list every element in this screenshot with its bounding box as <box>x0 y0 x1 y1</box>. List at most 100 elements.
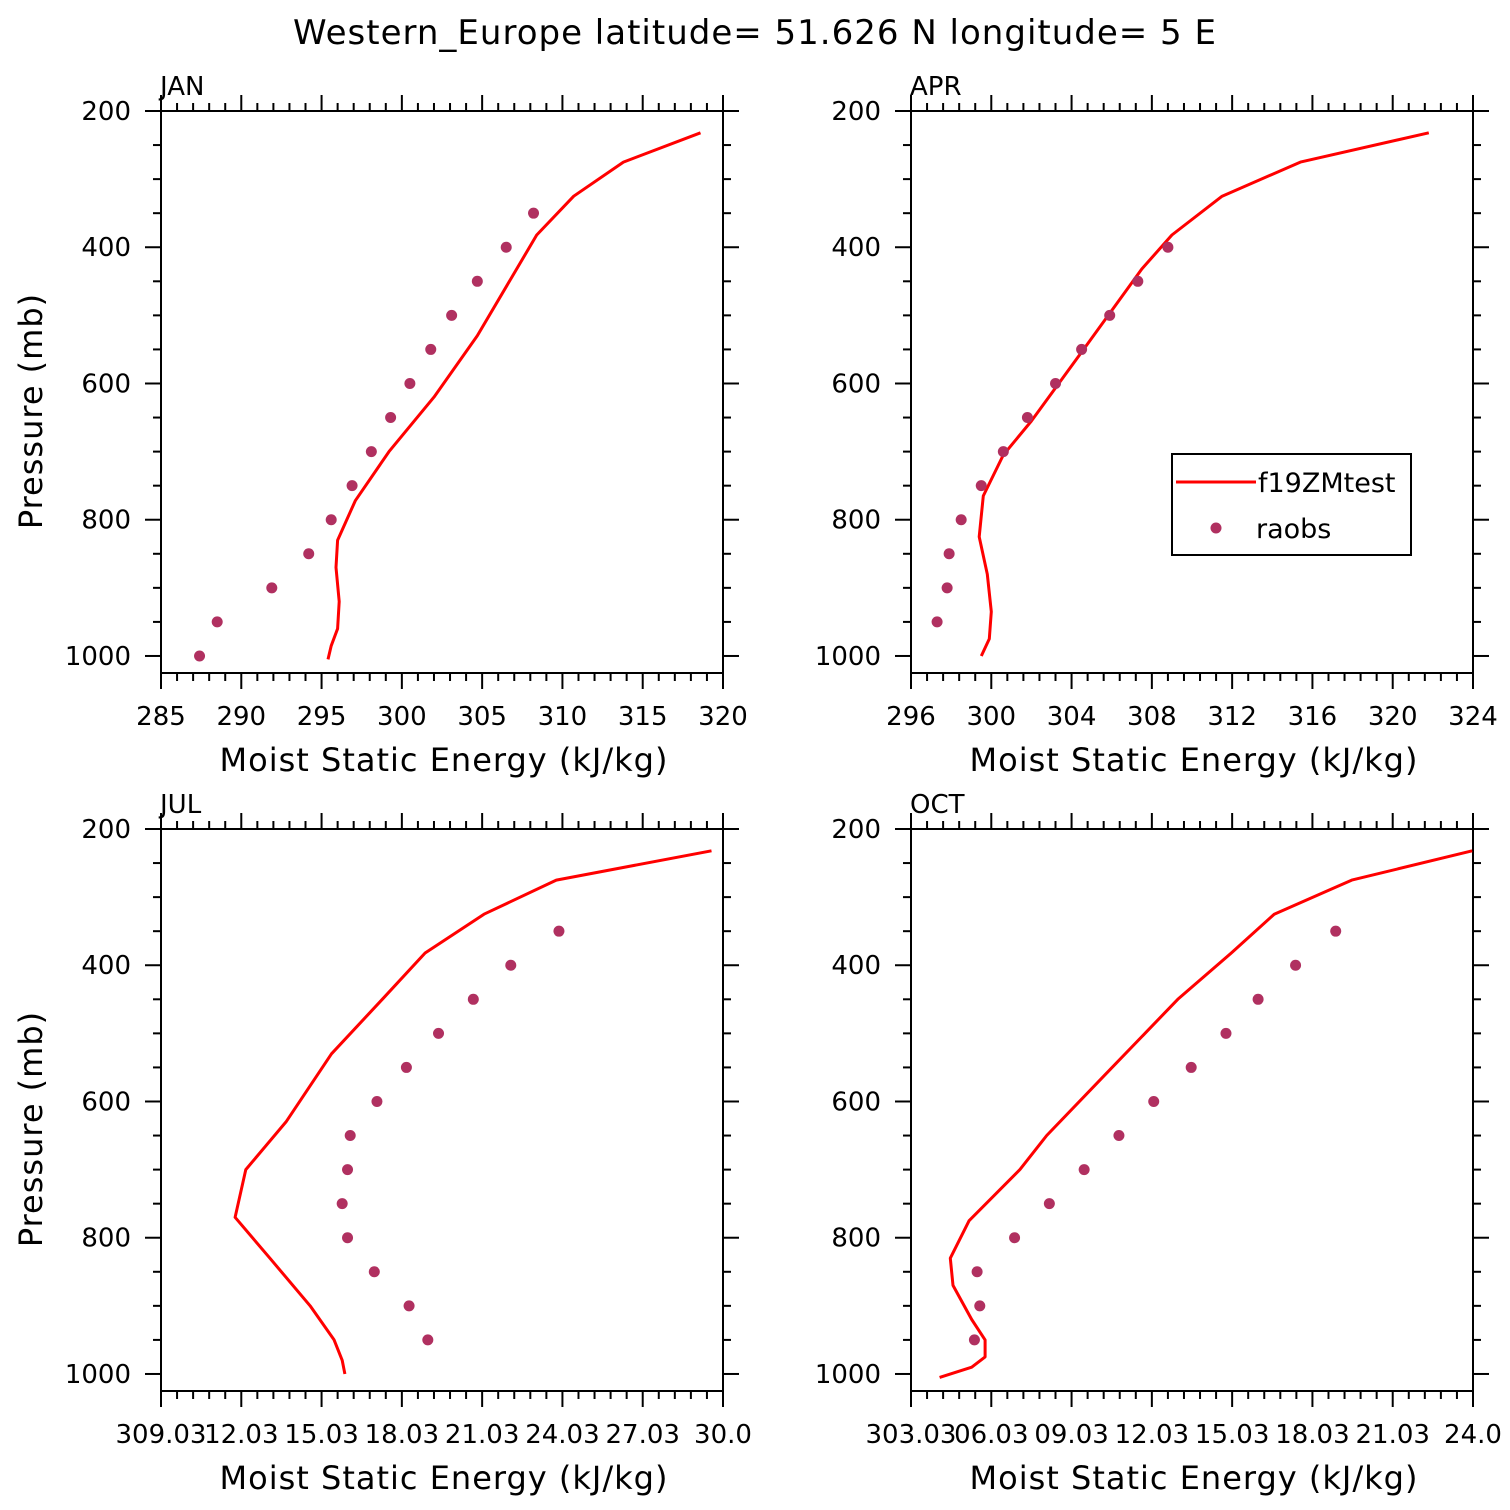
x-tick-label: 24.0 <box>1444 1420 1502 1450</box>
x-tick-label: 316 <box>1288 702 1338 732</box>
data-point-raobs <box>1220 1027 1232 1039</box>
y-tick-label: 400 <box>81 233 131 263</box>
y-tick-label: 200 <box>831 97 881 127</box>
x-tick-label: 06.03 <box>954 1420 1028 1450</box>
panel-title: APR <box>910 72 962 102</box>
data-point-raobs <box>1050 377 1062 389</box>
y-tick-label: 200 <box>81 97 131 127</box>
x-tick-label: 305 <box>457 702 507 732</box>
data-point-raobs <box>1043 1198 1055 1210</box>
y-tick-label: 600 <box>81 1087 131 1117</box>
data-point-raobs <box>968 1334 980 1346</box>
data-point-raobs <box>505 959 517 971</box>
data-point-raobs <box>1290 959 1302 971</box>
legend-label-model: f19ZMtest <box>1258 468 1396 499</box>
y-tick-label: 600 <box>831 1087 881 1117</box>
plot-frame <box>910 110 1474 674</box>
data-point-raobs <box>931 616 943 628</box>
x-tick-label: 324 <box>1448 702 1498 732</box>
panel-apr: APR 296 300 304 308 312 316 320 324 200 400 600 800 1… <box>815 72 1498 779</box>
y-tick-label: 800 <box>831 506 881 536</box>
data-point-raobs <box>528 207 540 219</box>
x-tick-label: 15.03 <box>1195 1420 1269 1450</box>
y-tick-label: 1000 <box>65 1360 131 1390</box>
data-point-raobs <box>371 1095 383 1107</box>
data-point-raobs <box>1104 309 1116 321</box>
y-tick-label: 600 <box>831 369 881 399</box>
plot-frame <box>160 828 724 1392</box>
x-axis-label: Moist Static Energy (kJ/kg) <box>220 1459 669 1497</box>
x-axis-label: Moist Static Energy (kJ/kg) <box>220 741 669 779</box>
data-point-raobs <box>1162 241 1174 253</box>
x-tick-label: 312 <box>1207 702 1257 732</box>
data-point-raobs <box>997 446 1009 458</box>
x-tick-label: 315 <box>618 702 668 732</box>
x-tick-label: 18.03 <box>1275 1420 1349 1450</box>
plot-frame <box>160 110 724 674</box>
data-point-raobs <box>266 582 278 594</box>
data-point-raobs <box>342 1232 354 1244</box>
x-tick-label: 320 <box>698 702 748 732</box>
data-point-raobs <box>1078 1164 1090 1176</box>
data-point-raobs <box>342 1164 354 1176</box>
panel-title: JAN <box>158 72 204 102</box>
y-tick-label: 200 <box>831 815 881 845</box>
x-tick-label: 21.03 <box>1355 1420 1429 1450</box>
figure-title: Western_Europe latitude= 51.626 N longit… <box>293 13 1217 53</box>
y-axis-label: Pressure (mb) <box>12 1011 50 1247</box>
data-point-raobs <box>1021 412 1033 424</box>
y-tick-label: 400 <box>831 233 881 263</box>
data-point-raobs <box>1185 1061 1197 1073</box>
y-tick-label: 600 <box>81 369 131 399</box>
series-line-f19zmtest <box>233 849 712 1375</box>
x-tick-label: 295 <box>297 702 347 732</box>
x-tick-label: 24.03 <box>525 1420 599 1450</box>
legend-box <box>1171 453 1412 556</box>
x-tick-label: 27.03 <box>605 1420 679 1450</box>
data-point-raobs <box>955 514 967 526</box>
data-point-raobs <box>211 616 223 628</box>
data-point-raobs <box>1148 1095 1160 1107</box>
x-tick-label: 303.03 <box>866 1420 957 1450</box>
x-tick-label: 18.03 <box>365 1420 439 1450</box>
x-tick-label: 310 <box>538 702 588 732</box>
series-line-f19zmtest <box>326 131 702 660</box>
y-tick-label: 400 <box>831 951 881 981</box>
x-tick-label: 12.03 <box>1115 1420 1189 1450</box>
data-point-raobs <box>433 1027 445 1039</box>
data-point-raobs <box>344 1130 356 1142</box>
panel-title: OCT <box>910 790 965 820</box>
data-point-raobs <box>385 412 397 424</box>
panels: JAN 285 290 295 300 305 310 315 320 200 400 600 800 1… <box>12 72 1502 1497</box>
y-tick-label: 800 <box>831 1224 881 1254</box>
x-axis-label: Moist Static Energy (kJ/kg) <box>970 1459 1419 1497</box>
data-point-raobs <box>1330 925 1342 937</box>
data-point-raobs <box>471 275 483 287</box>
x-tick-label: 15.03 <box>284 1420 358 1450</box>
y-tick-label: 1000 <box>815 642 881 672</box>
legend: f19ZMtest raobs <box>1171 453 1412 556</box>
panel-jan: JAN 285 290 295 300 305 310 315 320 200 400 600 800 1… <box>12 72 748 779</box>
x-tick-label: 300 <box>377 702 427 732</box>
x-tick-label: 308 <box>1127 702 1177 732</box>
data-point-raobs <box>500 241 512 253</box>
plot-frame <box>910 828 1474 1392</box>
data-point-raobs <box>1113 1130 1125 1142</box>
legend-marker-swatch <box>1210 522 1222 534</box>
data-point-raobs <box>368 1266 380 1278</box>
data-point-raobs <box>941 582 953 594</box>
data-point-raobs <box>446 309 458 321</box>
data-point-raobs <box>365 446 377 458</box>
x-tick-label: 304 <box>1047 702 1097 732</box>
x-tick-label: 285 <box>136 702 186 732</box>
x-tick-label: 320 <box>1368 702 1418 732</box>
x-tick-label: 30.0 <box>694 1420 752 1450</box>
data-point-raobs <box>400 1061 412 1073</box>
data-point-raobs <box>403 1300 415 1312</box>
panel-title: JUL <box>158 790 202 820</box>
data-point-raobs <box>325 514 337 526</box>
y-tick-label: 200 <box>81 815 131 845</box>
